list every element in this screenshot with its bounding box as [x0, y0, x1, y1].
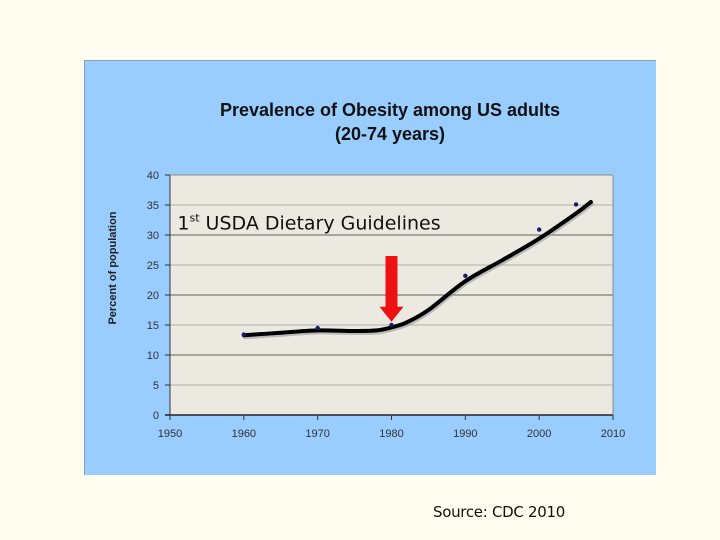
y-tick-label: 20	[147, 290, 159, 302]
y-tick-label: 0	[153, 410, 159, 422]
x-tick-label: 1970	[305, 428, 329, 440]
data-point	[315, 325, 320, 331]
x-tick-label: 1950	[158, 428, 182, 440]
y-tick-labels: 0 5 10 15 20 25 30 35 40	[147, 170, 159, 422]
red-down-arrow	[379, 256, 404, 322]
data-points	[241, 202, 579, 337]
source-caption: Source: CDC 2010	[433, 503, 565, 521]
y-tick-label: 5	[153, 380, 159, 392]
chart-panel: Prevalence of Obesity among US adults (2…	[84, 60, 656, 475]
x-tick-label: 1980	[379, 428, 403, 440]
chart-subtitle: (20-74 years)	[335, 124, 445, 144]
annotation-superscript: st	[189, 212, 200, 225]
y-tick-label: 40	[147, 170, 159, 182]
x-tick-label: 2000	[527, 428, 551, 440]
data-point	[389, 322, 394, 328]
x-tick-labels: 1950 1960 1970 1980 1990 2000 2010	[158, 428, 625, 440]
y-tick-label: 25	[147, 260, 159, 272]
y-tick-label: 10	[147, 350, 159, 362]
annotation-number: 1	[177, 213, 189, 235]
x-tick-label: 1960	[232, 428, 256, 440]
annotation-text: USDA Dietary Guidelines	[200, 213, 441, 235]
y-tick-label: 30	[147, 230, 159, 242]
data-point	[536, 227, 542, 232]
obesity-chart: Prevalence of Obesity among US adults (2…	[107, 100, 625, 440]
trend-line	[241, 200, 593, 338]
trend-line-layer	[241, 200, 594, 340]
data-point	[463, 273, 468, 278]
annotation-arrow-layer	[379, 256, 404, 322]
x-tick-label: 2010	[601, 428, 625, 440]
trend-line-shadow	[242, 202, 594, 340]
axes	[165, 174, 614, 420]
data-point	[573, 202, 579, 207]
y-axis-title: Percent of population	[107, 211, 119, 324]
y-tick-label: 15	[147, 320, 159, 332]
dietary-guidelines-annotation: 1st USDA Dietary Guidelines	[177, 212, 440, 235]
x-tick-label: 1990	[453, 428, 477, 440]
data-point	[241, 332, 247, 337]
y-tick-label: 35	[147, 200, 159, 212]
chart-title: Prevalence of Obesity among US adults	[220, 100, 560, 120]
